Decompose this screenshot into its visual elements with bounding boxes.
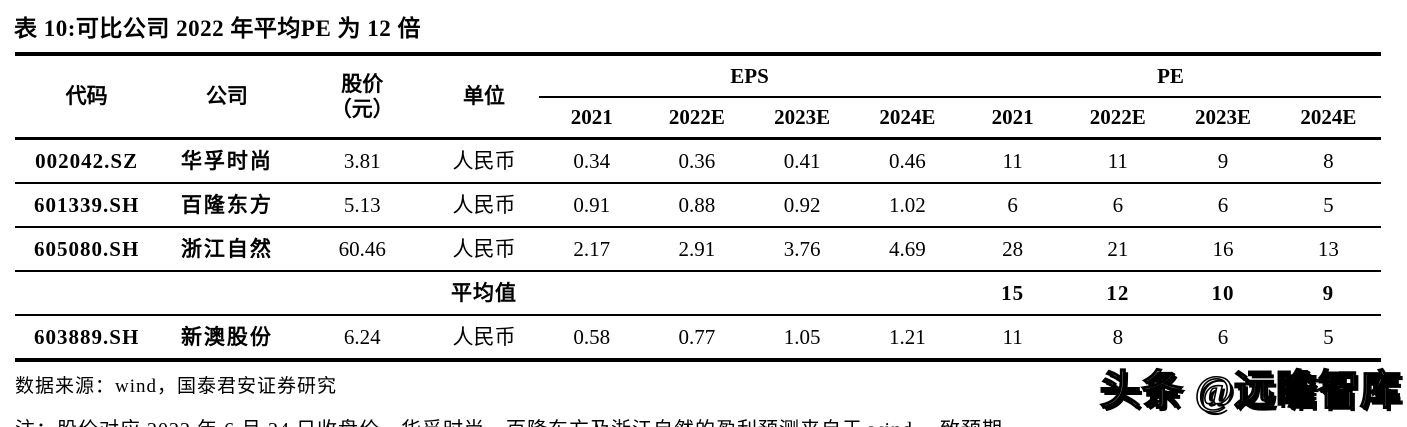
cell-pe-2023e: 16 bbox=[1170, 227, 1276, 272]
cell-eps-2021: 2.17 bbox=[539, 227, 645, 272]
cell-eps-2024e: 1.02 bbox=[854, 183, 960, 228]
cell-eps-2024e: 4.69 bbox=[854, 227, 960, 272]
cell-pe-2021: 15 bbox=[959, 271, 1066, 316]
cell-pe-2023e: 9 bbox=[1170, 138, 1276, 184]
footnote-text: 注：股价对应 2022 年 6 月 24 日收盘价，华孚时尚、百隆东方及浙江自然… bbox=[15, 413, 1407, 427]
cell-eps-2023e: 0.41 bbox=[749, 138, 855, 184]
header-unit: 单位 bbox=[428, 54, 540, 140]
cell-price: 6.24 bbox=[343, 324, 381, 349]
cell-pe-2022e: 11 bbox=[1065, 138, 1171, 184]
cell-company-empty bbox=[158, 271, 296, 316]
cell-eps-2023e: 3.76 bbox=[749, 227, 855, 272]
cell-eps-2022e: 0.88 bbox=[644, 183, 750, 228]
cell-eps-2023e: 0.92 bbox=[749, 183, 855, 228]
cell-pe-2024e: 5 bbox=[1323, 324, 1334, 349]
cell-price-empty bbox=[295, 271, 429, 316]
cell-eps-2021: 0.91 bbox=[539, 183, 645, 228]
cell-pe-2022e: 8 bbox=[1112, 324, 1124, 349]
cell-pe-2024e: 13 bbox=[1275, 227, 1381, 272]
cell-pe-2022e: 12 bbox=[1065, 271, 1171, 316]
cell-pe-2024e: 9 bbox=[1275, 271, 1381, 316]
header-year-row: 2021 2022E 2023E 2024E 2021 2022E 2023E … bbox=[15, 97, 1381, 140]
table-row-average: 平均值 15 12 10 9 bbox=[15, 271, 1381, 316]
header-pe-2024e: 2024E bbox=[1275, 97, 1381, 140]
cell-pe-2023e: 10 bbox=[1170, 271, 1276, 316]
comparable-companies-table: 代码 公司 股价 （元） 单位 EPS PE 2021 2022E 2023E … bbox=[15, 52, 1381, 362]
header-pe-2021: 2021 bbox=[959, 97, 1066, 140]
header-eps-group: EPS bbox=[539, 54, 960, 98]
table-row-xinao: 603889.SH 新澳股份 6.24 人民币 0.58 0.77 1.05 1… bbox=[15, 315, 1381, 360]
cell-eps-2023e bbox=[749, 271, 855, 316]
cell-company: 新澳股份 bbox=[180, 324, 273, 349]
cell-unit: 人民币 bbox=[428, 227, 540, 272]
cell-eps-2023e: 1.05 bbox=[783, 324, 821, 349]
table-row-zhejiang: 605080.SH 浙江自然 60.46 人民币 2.17 2.91 3.76 … bbox=[15, 227, 1381, 272]
cell-code: 601339.SH bbox=[15, 183, 159, 228]
header-code: 代码 bbox=[15, 54, 159, 140]
cell-company: 浙江自然 bbox=[158, 227, 296, 272]
cell-pe-2021: 28 bbox=[959, 227, 1066, 272]
header-eps-2023e: 2023E bbox=[749, 97, 855, 140]
cell-eps-2024e: 1.21 bbox=[888, 324, 926, 349]
cell-price: 60.46 bbox=[295, 227, 429, 272]
cell-unit: 人民币 bbox=[428, 183, 540, 228]
cell-eps-2024e: 0.46 bbox=[854, 138, 960, 184]
cell-pe-2022e: 21 bbox=[1065, 227, 1171, 272]
cell-eps-2022e bbox=[644, 271, 750, 316]
cell-eps-2021 bbox=[539, 271, 645, 316]
cell-eps-2022e: 0.36 bbox=[644, 138, 750, 184]
cell-average-label: 平均值 bbox=[428, 271, 540, 316]
cell-code: 002042.SZ bbox=[15, 138, 159, 184]
cell-price: 5.13 bbox=[295, 183, 429, 228]
header-company: 公司 bbox=[158, 54, 296, 140]
cell-eps-2022e: 2.91 bbox=[644, 227, 750, 272]
header-price-line1: 股价 bbox=[341, 72, 384, 97]
cell-unit: 人民币 bbox=[452, 324, 516, 349]
cell-pe-2021: 11 bbox=[959, 138, 1066, 184]
cell-company: 华孚时尚 bbox=[158, 138, 296, 184]
header-eps-2024e: 2024E bbox=[854, 97, 960, 140]
cell-eps-2021: 0.58 bbox=[573, 324, 611, 349]
header-eps-2021: 2021 bbox=[539, 97, 645, 140]
table-body: 002042.SZ 华孚时尚 3.81 人民币 0.34 0.36 0.41 0… bbox=[15, 138, 1381, 361]
header-eps-2022e: 2022E bbox=[644, 97, 750, 140]
table-title: 表 10:可比公司 2022 年平均PE 为 12 倍 bbox=[14, 16, 422, 41]
table-header: 代码 公司 股价 （元） 单位 EPS PE 2021 2022E 2023E … bbox=[15, 54, 1381, 140]
watermark-toutiao-yuanzhan: 头条 @远瞻智库 bbox=[1099, 366, 1402, 414]
header-price: 股价 （元） bbox=[295, 54, 429, 140]
header-pe-2022e: 2022E bbox=[1065, 97, 1171, 140]
cell-eps-2022e: 0.77 bbox=[678, 324, 716, 349]
cell-eps-2021: 0.34 bbox=[539, 138, 645, 184]
header-pe-group: PE bbox=[959, 54, 1381, 98]
data-source-text: 数据来源：wind，国泰君安证券研究 bbox=[15, 376, 338, 397]
cell-pe-2024e: 8 bbox=[1275, 138, 1381, 184]
cell-code: 605080.SH bbox=[15, 227, 159, 272]
header-pe-2023e: 2023E bbox=[1170, 97, 1276, 140]
cell-pe-2023e: 6 bbox=[1217, 324, 1229, 349]
cell-pe-2021: 6 bbox=[959, 183, 1066, 228]
cell-pe-2023e: 6 bbox=[1170, 183, 1276, 228]
header-price-line2: （元） bbox=[330, 96, 394, 121]
cell-unit: 人民币 bbox=[428, 138, 540, 184]
cell-code-empty bbox=[15, 271, 159, 316]
table-row-bailong: 601339.SH 百隆东方 5.13 人民币 0.91 0.88 0.92 1… bbox=[15, 183, 1381, 228]
cell-company: 百隆东方 bbox=[158, 183, 296, 228]
header-group-row: 代码 公司 股价 （元） 单位 EPS PE bbox=[15, 54, 1381, 140]
cell-pe-2024e: 5 bbox=[1275, 183, 1381, 228]
cell-pe-2021: 11 bbox=[1002, 324, 1023, 349]
table-row-huafu: 002042.SZ 华孚时尚 3.81 人民币 0.34 0.36 0.41 0… bbox=[15, 138, 1381, 184]
cell-pe-2022e: 6 bbox=[1065, 183, 1171, 228]
cell-eps-2024e bbox=[854, 271, 960, 316]
cell-price: 3.81 bbox=[295, 138, 429, 184]
cell-code: 603889.SH bbox=[34, 324, 140, 349]
